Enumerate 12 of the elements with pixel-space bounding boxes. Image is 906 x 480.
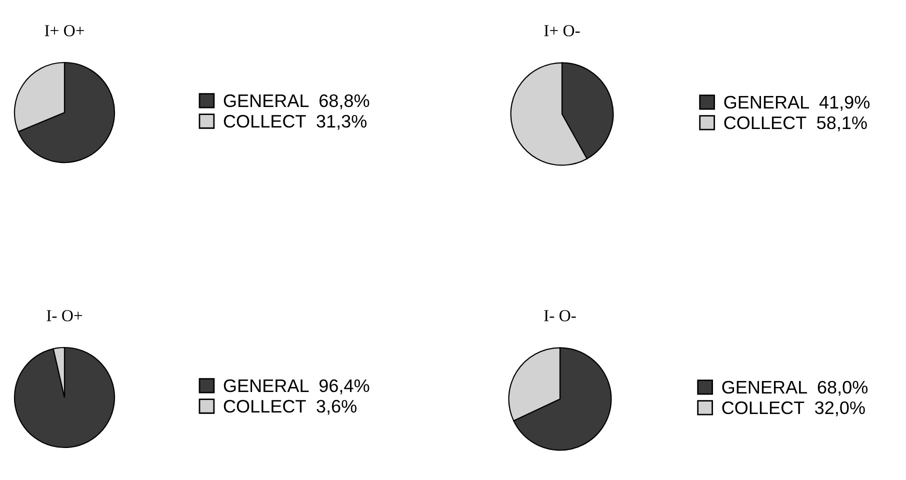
chart-title: I- O+: [46, 310, 82, 322]
legend-label: GENERAL 68,0%: [722, 380, 868, 396]
legend-label: GENERAL 96,4%: [224, 379, 370, 394]
legend-label: GENERAL 41,9%: [724, 96, 870, 111]
legend-label: COLLECT 32,0%: [722, 401, 865, 416]
legend-label: COLLECT 58,1%: [724, 116, 867, 132]
legend-label: COLLECT 3,6%: [224, 400, 356, 415]
chart-title: I+ O+: [44, 25, 84, 36]
legend-label: COLLECT 31,3%: [224, 114, 367, 130]
legend-label: GENERAL 68,8%: [224, 94, 370, 110]
chart-title: I- O-: [544, 310, 576, 322]
chart-title: I+ O-: [544, 25, 580, 36]
